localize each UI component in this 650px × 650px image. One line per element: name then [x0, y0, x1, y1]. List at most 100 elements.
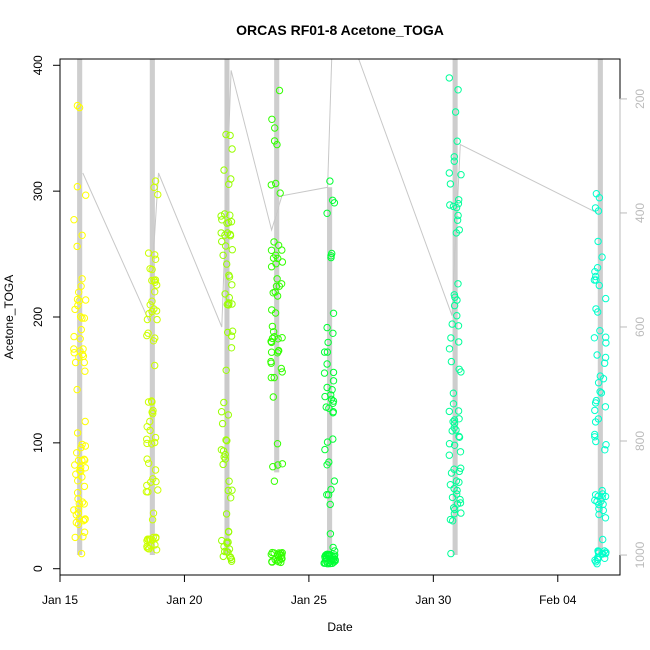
data-point	[446, 481, 455, 489]
data-point	[270, 477, 279, 485]
data-point	[144, 249, 153, 257]
data-point	[273, 140, 281, 149]
data-point	[270, 373, 278, 382]
data-point	[226, 131, 234, 140]
data-point	[79, 517, 88, 525]
data-point	[447, 469, 456, 477]
data-point	[147, 397, 156, 405]
data-point	[598, 486, 606, 495]
data-point	[274, 347, 282, 355]
data-point	[224, 411, 233, 419]
data-point	[597, 389, 606, 397]
data-point	[223, 539, 231, 548]
data-point	[450, 416, 459, 424]
data-point	[324, 491, 333, 499]
data-point	[221, 290, 229, 298]
data-point	[267, 373, 275, 382]
data-point	[75, 515, 84, 523]
data-point	[151, 433, 160, 442]
data-point	[78, 314, 86, 322]
data-point	[267, 246, 276, 255]
data-point	[149, 533, 158, 542]
data-point	[81, 442, 90, 450]
data-point	[452, 229, 460, 237]
data-point	[154, 486, 162, 494]
data-point	[218, 237, 226, 246]
y-axis-label: Acetone_TOGA	[2, 275, 16, 360]
data-point	[268, 322, 277, 331]
data-point	[271, 124, 279, 132]
data-point	[329, 435, 337, 443]
data-point	[453, 137, 461, 145]
data-point	[217, 212, 225, 220]
data-point	[143, 439, 151, 448]
data-point	[601, 549, 610, 558]
data-point	[272, 282, 281, 290]
data-point	[149, 509, 158, 517]
y2-tick-label: 200	[633, 89, 647, 109]
data-point	[457, 509, 465, 517]
data-point	[591, 430, 599, 439]
data-point	[602, 339, 610, 347]
data-point	[267, 181, 275, 189]
data-point	[78, 473, 86, 481]
data-point	[151, 255, 160, 263]
data-point	[600, 359, 609, 367]
data-point	[227, 332, 236, 340]
data-point	[329, 368, 338, 377]
data-point	[227, 344, 236, 352]
data-point	[449, 517, 457, 525]
data-point	[595, 510, 603, 519]
data-point	[226, 211, 234, 219]
data-point	[328, 559, 337, 567]
data-point	[330, 477, 339, 485]
data-point	[223, 437, 231, 445]
data-point	[453, 216, 462, 224]
data-point	[267, 359, 275, 367]
data-point	[75, 297, 84, 305]
data-point	[329, 309, 338, 317]
data-point	[456, 499, 465, 507]
data-point	[228, 281, 236, 289]
data-point	[151, 361, 159, 370]
data-point	[150, 183, 158, 192]
x-tick-label: Jan 30	[415, 593, 451, 607]
y2-tick-label: 400	[633, 203, 647, 223]
data-point	[599, 550, 607, 558]
data-point	[329, 409, 337, 417]
data-point	[77, 282, 85, 290]
data-point	[228, 246, 237, 254]
data-point	[220, 398, 228, 407]
y-axis: 0 100 200 300 400	[31, 55, 61, 572]
data-point	[226, 232, 235, 240]
data-point	[454, 407, 463, 415]
data-point	[221, 210, 229, 218]
data-point	[267, 348, 276, 356]
data-point	[446, 180, 455, 188]
data-point	[278, 460, 287, 468]
data-point	[278, 246, 286, 254]
data-point	[455, 196, 463, 204]
data-point	[223, 219, 231, 227]
data-point	[591, 406, 599, 415]
data-point	[453, 296, 461, 304]
data-point	[222, 366, 230, 374]
data-point	[451, 108, 460, 116]
data-point	[601, 446, 609, 454]
data-point	[450, 441, 459, 449]
data-point	[323, 209, 331, 218]
data-point	[148, 440, 156, 448]
flight-rf04	[267, 86, 287, 567]
data-point	[445, 74, 453, 82]
data-point	[450, 419, 459, 428]
data-point	[449, 202, 458, 211]
data-point	[218, 419, 227, 428]
data-point	[228, 145, 236, 153]
data-point	[322, 403, 330, 411]
data-point	[217, 408, 226, 416]
data-point	[602, 333, 610, 341]
data-point	[592, 305, 600, 313]
data-point	[227, 494, 235, 502]
data-point	[454, 280, 462, 288]
flight-rf05	[320, 177, 339, 568]
